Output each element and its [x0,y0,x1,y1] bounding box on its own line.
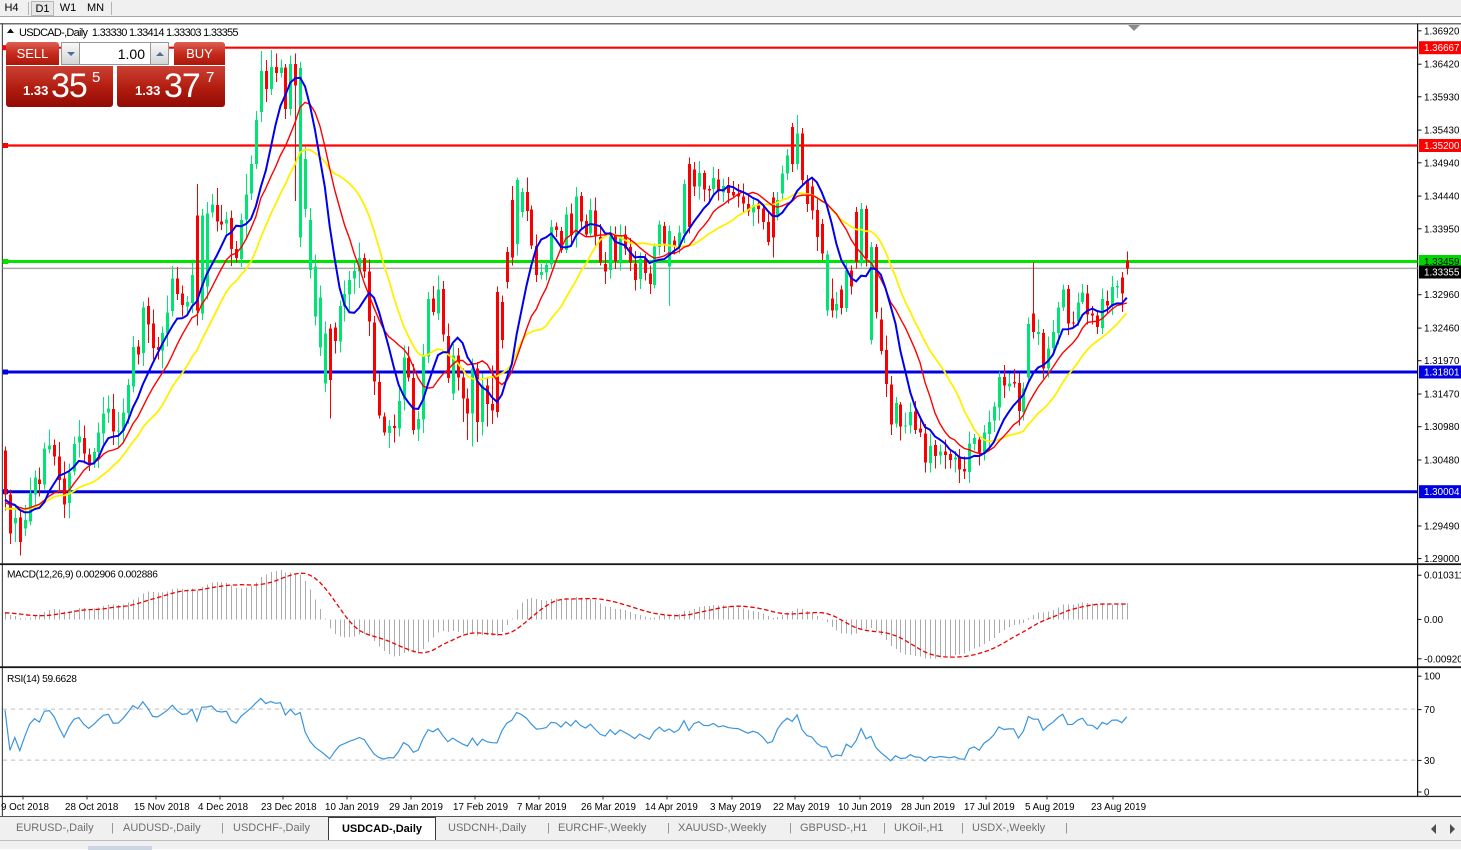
svg-text:17 Feb 2019: 17 Feb 2019 [453,802,508,813]
svg-text:1.35930: 1.35930 [1424,92,1460,103]
svg-text:-0.009203: -0.009203 [1424,654,1461,665]
svg-text:0.010311: 0.010311 [1424,571,1461,582]
svg-text:30: 30 [1424,756,1435,767]
svg-text:MACD(12,26,9) 0.002906 0.00288: MACD(12,26,9) 0.002906 0.002886 [7,570,158,581]
svg-text:3 May 2019: 3 May 2019 [710,802,761,813]
svg-text:1.36667: 1.36667 [1424,43,1459,54]
svg-text:0: 0 [1424,788,1430,799]
svg-text:0.00: 0.00 [1424,615,1444,626]
svg-text:1.32460: 1.32460 [1424,324,1460,335]
svg-text:28 Oct 2018: 28 Oct 2018 [65,802,119,813]
svg-text:4 Dec 2018: 4 Dec 2018 [198,802,249,813]
svg-text:10 Jan 2019: 10 Jan 2019 [325,802,379,813]
svg-text:28 Jun 2019: 28 Jun 2019 [901,802,955,813]
svg-text:100: 100 [1424,672,1441,683]
svg-text:1.30480: 1.30480 [1424,456,1460,467]
svg-text:22 May 2019: 22 May 2019 [773,802,830,813]
svg-text:1.33950: 1.33950 [1424,224,1460,235]
svg-text:1.30980: 1.30980 [1424,422,1460,433]
svg-text:14 Apr 2019: 14 Apr 2019 [645,802,698,813]
svg-text:1.32960: 1.32960 [1424,290,1460,301]
svg-text:15 Nov 2018: 15 Nov 2018 [134,802,190,813]
svg-text:5 Aug 2019: 5 Aug 2019 [1025,802,1075,813]
svg-text:1.35200: 1.35200 [1424,141,1460,152]
svg-text:23 Aug 2019: 23 Aug 2019 [1091,802,1146,813]
svg-text:1.35430: 1.35430 [1424,126,1460,137]
svg-text:10 Jun 2019: 10 Jun 2019 [838,802,892,813]
svg-text:RSI(14) 59.6628: RSI(14) 59.6628 [7,674,77,685]
svg-text:1.31801: 1.31801 [1424,368,1459,379]
svg-text:1.29000: 1.29000 [1424,554,1460,565]
svg-text:26 Mar 2019: 26 Mar 2019 [581,802,636,813]
svg-text:1.31970: 1.31970 [1424,356,1460,367]
svg-text:1.29490: 1.29490 [1424,522,1460,533]
svg-text:1.36920: 1.36920 [1424,26,1460,37]
svg-text:USDCAD-,Daily 1.33330 1.33414: USDCAD-,Daily 1.33330 1.33414 1.33303 1.… [19,27,238,39]
svg-text:9 Oct 2018: 9 Oct 2018 [1,802,49,813]
svg-text:23 Dec 2018: 23 Dec 2018 [261,802,317,813]
svg-text:1.33459: 1.33459 [1424,257,1459,268]
svg-text:70: 70 [1424,705,1435,716]
svg-text:7 Mar 2019: 7 Mar 2019 [517,802,567,813]
svg-text:1.31470: 1.31470 [1424,390,1460,401]
svg-text:1.34940: 1.34940 [1424,158,1460,169]
svg-text:1.33355: 1.33355 [1424,268,1460,279]
svg-text:29 Jan 2019: 29 Jan 2019 [389,802,443,813]
svg-text:1.30004: 1.30004 [1424,487,1460,498]
svg-text:17 Jul 2019: 17 Jul 2019 [964,802,1015,813]
svg-text:1.34440: 1.34440 [1424,192,1460,203]
svg-text:1.36420: 1.36420 [1424,60,1460,71]
